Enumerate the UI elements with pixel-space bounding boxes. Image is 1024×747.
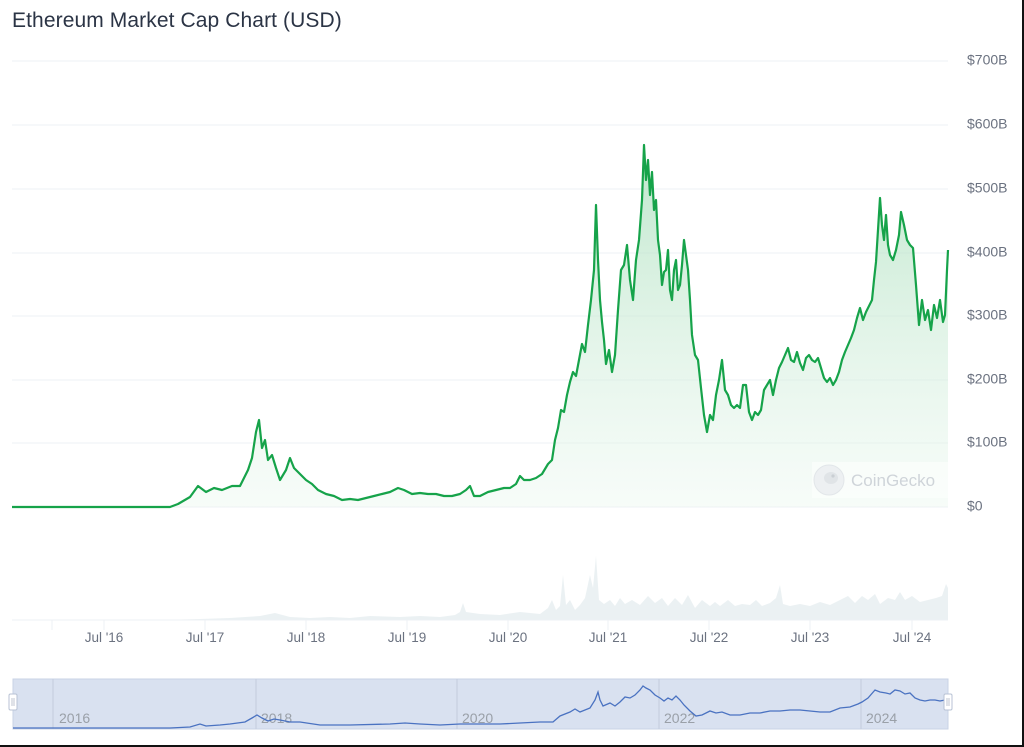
y-tick-label: $400B — [967, 244, 1007, 260]
y-tick-label: $200B — [967, 371, 1007, 387]
coingecko-watermark: CoinGecko — [812, 462, 948, 498]
x-tick-label: Jul '22 — [690, 630, 729, 645]
y-axis: $700B $600B $500B $400B $300B $200B $100… — [967, 52, 1007, 514]
y-tick-label: $700B — [967, 52, 1007, 68]
navigator-right-handle[interactable] — [943, 693, 953, 711]
x-tick-label: Jul '23 — [791, 630, 830, 645]
navigator-series-line — [13, 685, 948, 729]
y-tick-label: $0 — [967, 498, 983, 514]
market-cap-line[interactable] — [12, 143, 950, 509]
x-tick-label: Jul '17 — [186, 630, 225, 645]
coingecko-logo-icon — [813, 464, 845, 496]
y-tick-label: $500B — [967, 180, 1007, 196]
x-axis — [51, 620, 913, 630]
navigator-selection[interactable] — [12, 678, 949, 730]
chart-title: Ethereum Market Cap Chart (USD) — [12, 9, 342, 32]
navigator-gridlines — [52, 679, 862, 729]
watermark-text: CoinGecko — [851, 471, 935, 490]
navigator-left-handle[interactable] — [8, 693, 18, 711]
x-tick-label: Jul '24 — [893, 630, 932, 645]
navigator-label: 2024 — [866, 710, 897, 726]
navigator-label: 2020 — [462, 710, 493, 726]
x-tick-label: Jul '16 — [85, 630, 124, 645]
navigator-label: 2016 — [59, 710, 90, 726]
x-tick-label: Jul '19 — [388, 630, 427, 645]
y-tick-label: $100B — [967, 434, 1007, 450]
x-tick-label: Jul '20 — [489, 630, 528, 645]
x-tick-label: Jul '21 — [589, 630, 628, 645]
range-navigator[interactable]: 2016 2018 2020 2022 2024 — [8, 678, 953, 730]
x-tick-label: Jul '18 — [287, 630, 326, 645]
market-cap-area — [12, 145, 948, 507]
y-tick-label: $600B — [967, 116, 1007, 132]
navigator-label: 2018 — [261, 710, 292, 726]
y-tick-label: $300B — [967, 307, 1007, 323]
x-axis-labels: Jul '16 Jul '17 Jul '18 Jul '19 Jul '20 … — [85, 630, 932, 645]
navigator-label: 2022 — [664, 710, 695, 726]
volume-area — [12, 556, 948, 620]
